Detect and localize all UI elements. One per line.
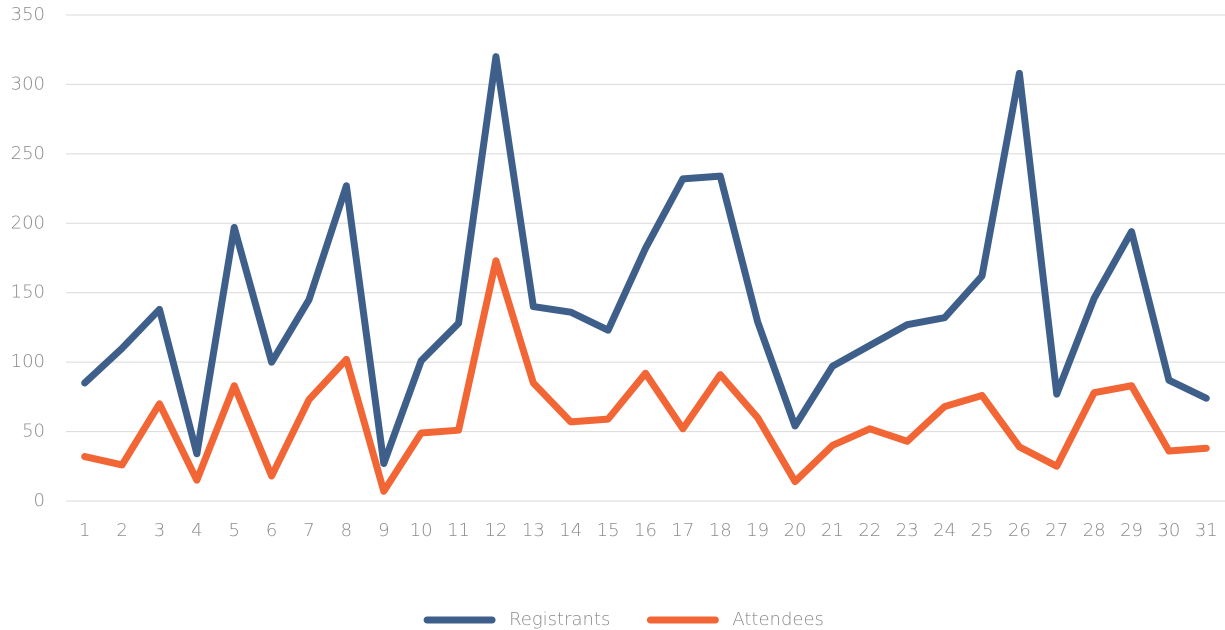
- x-tick-label: 30: [1157, 520, 1180, 541]
- x-tick-label: 14: [559, 520, 582, 541]
- x-tick-label: 12: [484, 520, 507, 541]
- y-tick-label: 250: [11, 143, 45, 164]
- x-tick-label: 26: [1008, 520, 1031, 541]
- legend-label: Attendees: [732, 609, 824, 630]
- x-tick-label: 16: [634, 520, 657, 541]
- legend-label: Registrants: [509, 609, 610, 630]
- y-tick-label: 200: [11, 212, 45, 233]
- x-tick-label: 21: [821, 520, 844, 541]
- x-tick-label: 17: [671, 520, 694, 541]
- x-tick-label: 1: [79, 520, 90, 541]
- y-tick-label: 300: [11, 73, 45, 94]
- x-tick-label: 10: [410, 520, 433, 541]
- x-tick-label: 19: [746, 520, 769, 541]
- x-tick-label: 22: [858, 520, 881, 541]
- x-tick-label: 2: [116, 520, 127, 541]
- series-line: [81, 257, 1210, 495]
- x-tick-label: 7: [303, 520, 314, 541]
- y-tick-label: 350: [11, 4, 45, 25]
- y-tick-label: 50: [22, 421, 45, 442]
- x-tick-label: 3: [154, 520, 165, 541]
- x-tick-label: 29: [1120, 520, 1143, 541]
- series-line: [81, 53, 1210, 468]
- x-tick-label: 24: [933, 520, 956, 541]
- x-tick-label: 9: [378, 520, 389, 541]
- x-tick-label: 6: [266, 520, 277, 541]
- x-tick-label: 23: [896, 520, 919, 541]
- x-tick-label: 15: [597, 520, 620, 541]
- x-tick-label: 25: [971, 520, 994, 541]
- x-tick-label: 28: [1083, 520, 1106, 541]
- y-tick-label: 0: [34, 490, 45, 511]
- x-tick-label: 20: [784, 520, 807, 541]
- x-tick-label: 13: [522, 520, 545, 541]
- y-tick-label: 150: [11, 282, 45, 303]
- x-tick-label: 4: [191, 520, 202, 541]
- x-tick-label: 18: [709, 520, 732, 541]
- y-tick-label: 100: [11, 351, 45, 372]
- x-tick-label: 8: [341, 520, 352, 541]
- x-tick-label: 5: [229, 520, 240, 541]
- x-tick-label: 27: [1045, 520, 1068, 541]
- x-tick-label: 31: [1195, 520, 1218, 541]
- x-tick-label: 11: [447, 520, 470, 541]
